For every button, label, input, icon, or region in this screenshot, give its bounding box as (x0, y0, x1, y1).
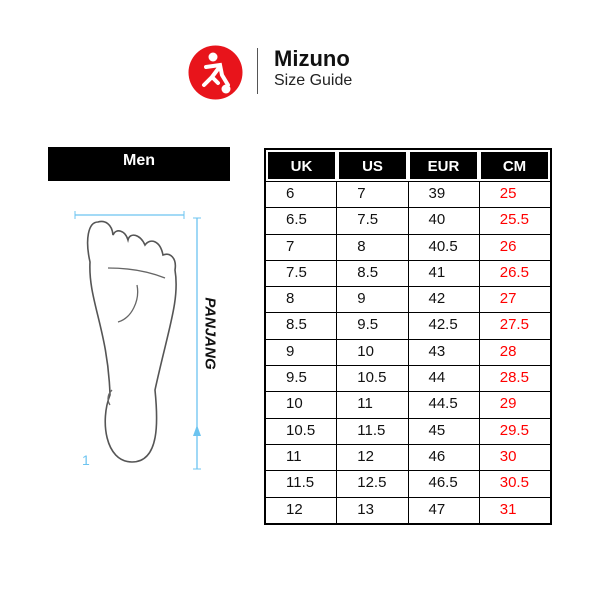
cell-eur: 43 (409, 339, 480, 366)
cell-uk: 8.5 (266, 313, 338, 339)
cell-eur: 46 (409, 444, 480, 471)
size-guide-subtitle: Size Guide (274, 72, 353, 89)
header-divider (257, 48, 258, 94)
column-header-eur: EUR (410, 152, 477, 179)
cell-uk: 10.5 (266, 418, 338, 444)
table-row: 9 10 43 28 (266, 338, 550, 366)
column-header-uk: UK (268, 152, 335, 179)
cell-cm: 29.5 (499, 421, 529, 439)
cell-cm: 25.5 (499, 211, 529, 229)
cell-uk: 7.5 (266, 260, 338, 287)
cell-eur: 42.5 (409, 313, 480, 339)
cell-cm: 26 (499, 237, 517, 255)
cell-us: 7 (337, 182, 409, 208)
cell-cm: 25 (499, 185, 517, 202)
cell-eur: 44 (409, 366, 480, 392)
cell-us: 7.5 (337, 208, 409, 234)
column-header-cm: CM (481, 152, 548, 179)
cell-us: 10 (337, 339, 409, 366)
table-row: 11 12 46 30 (266, 443, 550, 471)
cell-eur: 42 (409, 287, 480, 313)
foot-diagram-icon (74, 211, 201, 470)
cell-cm: 26.5 (499, 263, 529, 281)
cell-uk: 12 (266, 497, 338, 523)
cell-uk: 9.5 (266, 366, 338, 392)
mizuno-logo-icon (188, 45, 243, 100)
table-row: 10.5 11.5 45 29.5 (266, 417, 550, 444)
size-table: UK US EUR CM 6 7 39 25 6.5 7.5 40 25.5 7 8 40.5 26 7… (264, 148, 552, 525)
gender-label: Men (48, 147, 230, 181)
table-row: 11.5 12.5 46.5 30.5 (266, 470, 550, 497)
cell-uk: 8 (266, 287, 338, 313)
cell-us: 10.5 (337, 366, 409, 392)
table-header: UK US EUR CM (266, 150, 550, 181)
cell-cm: 31 (499, 500, 517, 518)
measure-marker: 1 (82, 452, 90, 468)
table-row: 7.5 8.5 41 26.5 (266, 259, 550, 287)
column-header-us: US (339, 152, 406, 179)
table-row: 8.5 9.5 42.5 27.5 (266, 312, 550, 339)
cell-uk: 6 (266, 182, 338, 208)
cell-eur: 39 (409, 182, 480, 208)
cell-cm: 28.5 (499, 369, 529, 387)
table-row: 6.5 7.5 40 25.5 (266, 207, 550, 234)
cell-uk: 10 (266, 392, 338, 418)
cell-uk: 6.5 (266, 208, 338, 234)
cell-cm: 27 (499, 290, 517, 308)
cell-eur: 45 (409, 418, 480, 444)
cell-us: 11 (337, 392, 409, 418)
table-row: 10 11 44.5 29 (266, 391, 550, 418)
cell-uk: 9 (266, 339, 338, 366)
cell-eur: 44.5 (409, 392, 480, 418)
table-row: 12 13 47 31 (266, 496, 550, 523)
cell-cm: 30.5 (499, 474, 529, 492)
cell-uk: 11 (266, 444, 338, 471)
cell-eur: 46.5 (409, 471, 480, 497)
cell-us: 11.5 (337, 418, 409, 444)
cell-cm: 29 (499, 395, 517, 413)
table-row: 6 7 39 25 (266, 181, 550, 208)
length-label: PANJANG (201, 297, 219, 370)
cell-us: 12 (337, 444, 409, 471)
cell-uk: 7 (266, 234, 338, 260)
cell-eur: 47 (409, 497, 480, 523)
cell-us: 8 (337, 234, 409, 260)
cell-cm: 27.5 (499, 316, 529, 334)
cell-us: 12.5 (337, 471, 409, 497)
cell-cm: 30 (499, 447, 517, 465)
cell-eur: 40.5 (409, 234, 480, 260)
cell-eur: 40 (409, 208, 480, 234)
cell-cm: 28 (499, 342, 517, 360)
table-row: 9.5 10.5 44 28.5 (266, 365, 550, 392)
table-row: 8 9 42 27 (266, 286, 550, 313)
cell-eur: 41 (409, 260, 480, 287)
cell-us: 9.5 (337, 313, 409, 339)
cell-us: 9 (337, 287, 409, 313)
cell-us: 8.5 (337, 260, 409, 287)
brand-name: Mizuno (274, 46, 350, 71)
table-row: 7 8 40.5 26 (266, 233, 550, 260)
cell-us: 13 (337, 497, 409, 523)
cell-uk: 11.5 (266, 471, 338, 497)
